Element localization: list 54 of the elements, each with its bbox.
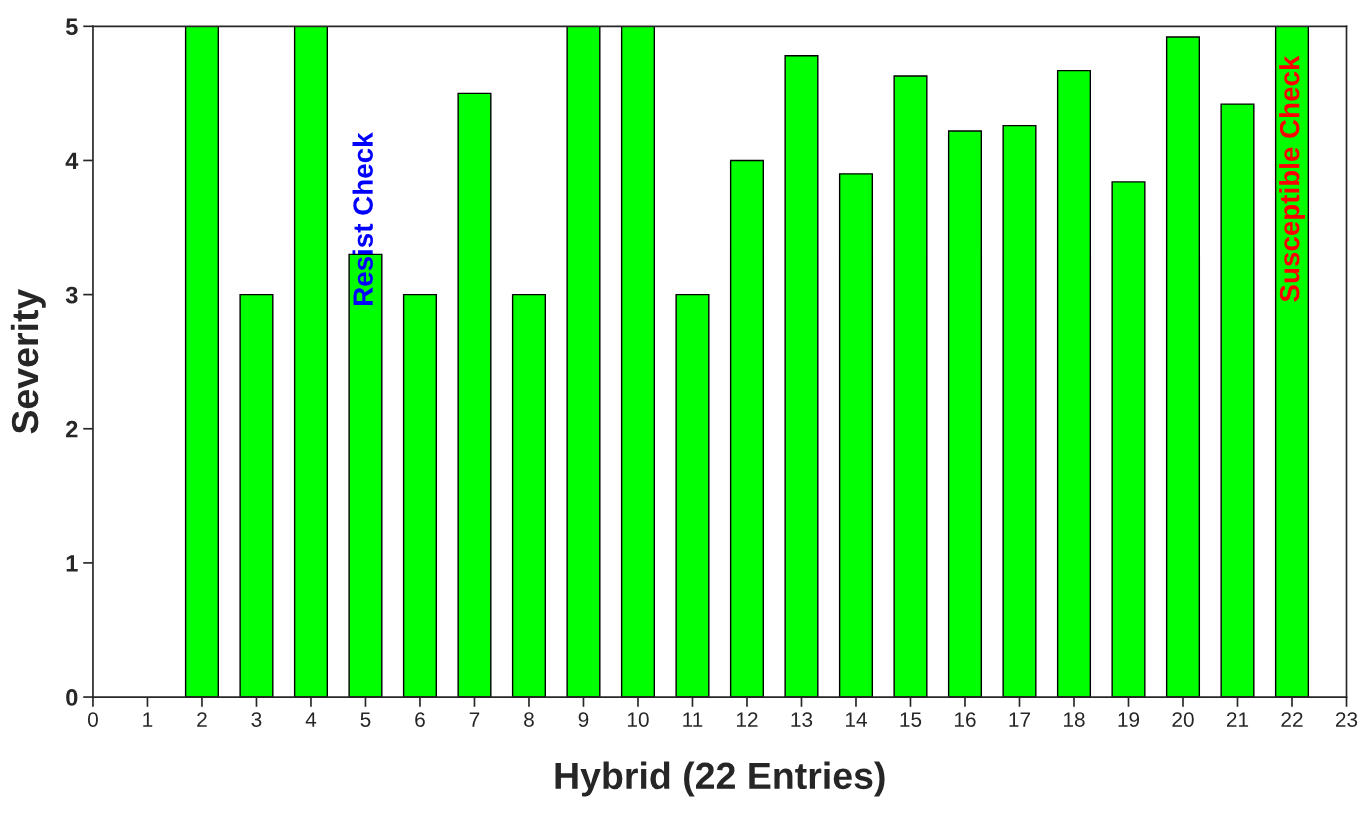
x-tick-label: 9 — [578, 712, 589, 727]
bar — [1056, 69, 1092, 698]
x-tick-label: 7 — [469, 712, 480, 727]
bar — [620, 26, 656, 698]
bar — [184, 26, 220, 698]
x-tick-label: 10 — [627, 712, 649, 727]
x-tick-label: 17 — [1009, 712, 1031, 727]
y-tick-label: 4 — [65, 152, 79, 170]
bar — [511, 293, 547, 698]
bar — [566, 26, 601, 698]
annotation: Susceptible Check — [1279, 55, 1305, 302]
y-tick-label: 5 — [65, 18, 78, 36]
x-tick-label: 2 — [197, 712, 207, 727]
y-axis-title: Severity — [10, 288, 46, 434]
x-tick-label: 14 — [845, 712, 867, 727]
x-tick-label: 22 — [1281, 712, 1303, 727]
x-axis-title: Hybrid (22 Entries) — [555, 761, 885, 797]
x-tick-label: 16 — [954, 712, 976, 727]
bar — [1220, 103, 1255, 698]
bar — [1002, 124, 1037, 698]
x-tick-label: 13 — [791, 712, 813, 727]
x-tick-label: 0 — [87, 712, 98, 727]
bar — [893, 75, 928, 698]
x-tick-label: 1 — [143, 712, 153, 727]
x-tick-label: 11 — [683, 712, 703, 727]
x-tick-label: 23 — [1335, 712, 1358, 727]
x-tick-label: 3 — [251, 712, 262, 727]
bar — [239, 293, 274, 698]
bar — [947, 130, 983, 698]
x-tick-label: 4 — [305, 712, 317, 727]
y-tick-label: 3 — [65, 286, 78, 304]
bar — [293, 26, 329, 698]
bar — [675, 293, 710, 698]
bar — [457, 92, 492, 698]
x-tick-label: 5 — [360, 712, 371, 727]
y-tick-label: 0 — [66, 689, 78, 706]
x-tick-label: 19 — [1118, 712, 1140, 727]
bar — [1274, 26, 1310, 698]
bar — [784, 55, 819, 698]
y-tick-label: 1 — [66, 555, 78, 572]
bar — [402, 293, 438, 698]
x-tick-label: 15 — [900, 712, 922, 727]
bar — [1111, 181, 1146, 698]
annotation: Resist Check — [352, 132, 373, 306]
bar — [729, 159, 765, 698]
y-tick-label: 2 — [66, 420, 78, 438]
x-tick-label: 20 — [1172, 712, 1194, 727]
bar — [838, 173, 874, 698]
x-tick-label: 21 — [1226, 712, 1249, 727]
x-tick-label: 12 — [736, 712, 758, 727]
x-tick-label: 6 — [415, 712, 425, 727]
x-tick-label: 18 — [1063, 712, 1085, 727]
bar — [1165, 36, 1201, 698]
x-tick-label: 8 — [524, 712, 534, 727]
